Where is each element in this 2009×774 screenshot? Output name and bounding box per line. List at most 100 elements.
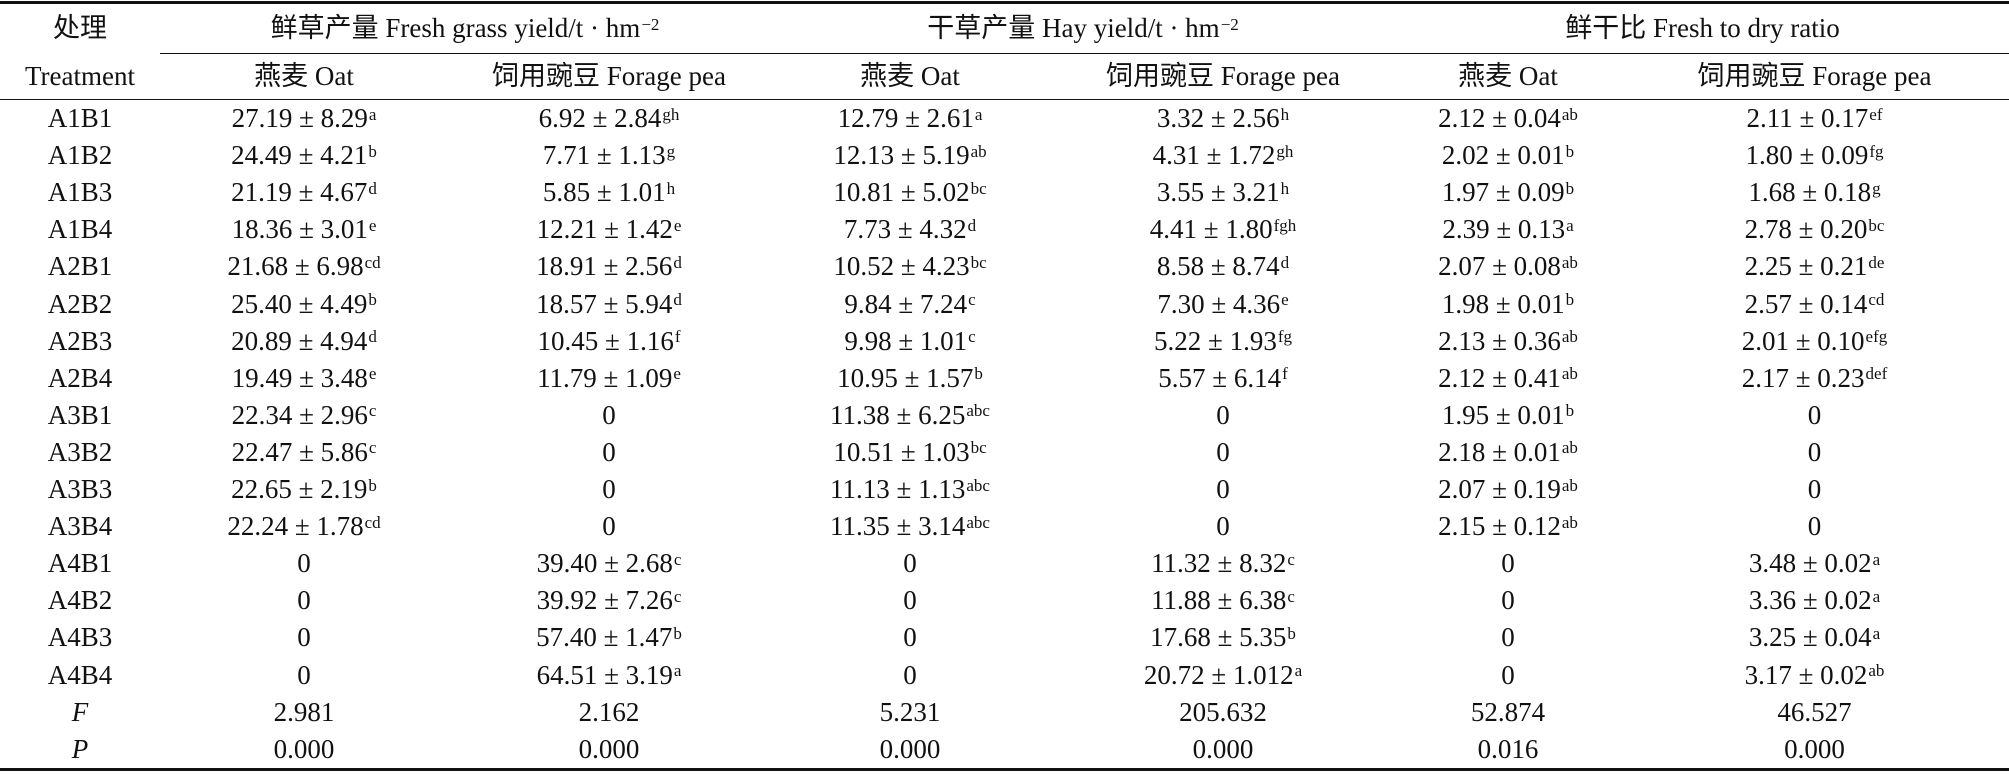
data-cell: 10.52 ± 4.23 bc [833,251,987,282]
row-label-text: A4B4 [47,659,113,690]
cell-text: 8.58 ± 8.74 [1156,251,1280,282]
header-rule [0,99,2009,100]
row-label: A3B3 [0,471,160,508]
data-cell: 2.78 ± 0.20 bc [1744,214,1885,245]
cell-text: 20.72 ± 1.012 [1143,659,1294,690]
row-label: A4B3 [0,619,160,656]
data-cell: 11.79 ± 1.09 e [537,362,681,393]
cell-text: 10.45 ± 1.16 [537,325,674,356]
data-cell: 0 [160,657,448,694]
row-label-text: A1B3 [47,177,113,208]
data-cell: 22.65 ± 2.19 b [231,474,377,505]
header-text: 燕麦 Oat [860,61,960,91]
data-cell: 0 [770,545,1050,582]
row-label: A3B4 [0,508,160,545]
group-text: 干草产量 Hay yield/t · hm [927,13,1220,43]
cell-text: 11.32 ± 8.32 [1151,548,1287,579]
row-label-text: A3B3 [47,474,113,505]
data-cell: 0.000 [160,731,448,768]
cell-text: 3.36 ± 0.02 [1748,585,1872,616]
cell-text: 11.79 ± 1.09 [537,362,673,393]
data-cell: 10.95 ± 1.57 b [837,362,983,393]
cell-text: 19.49 ± 3.48 [231,362,368,393]
cell-text: 0 [1216,399,1230,430]
row-label: A4B1 [0,545,160,582]
cell-text: 2.07 ± 0.19 [1438,474,1561,505]
cell-text: 2.39 ± 0.13 [1442,214,1566,245]
group-header: 鲜草产量 Fresh grass yield/t · hm −2 [270,13,660,43]
header-text: 饲用豌豆 Forage pea [492,61,726,91]
cell-text: 3.17 ± 0.02 [1744,659,1868,690]
cell-text: 2.01 ± 0.10 [1741,325,1865,356]
data-cell: 21.68 ± 6.98 cd [227,251,381,282]
data-cell: 39.92 ± 7.26 c [536,585,682,616]
data-cell: 9.84 ± 7.24 c [844,288,976,319]
group-header: 鲜干比 Fresh to dry ratio [1396,4,2009,53]
cell-text: 11.35 ± 3.14 [830,511,966,542]
row-label: A2B1 [0,248,160,285]
data-cell: 0 [160,545,448,582]
data-cell: 0 [1396,657,1620,694]
cell-text: 5.57 ± 6.14 [1158,362,1282,393]
data-cell: 7.30 ± 4.36 e [1157,288,1289,319]
data-cell: 8.58 ± 8.74 d [1156,251,1290,282]
cell-text: 1.95 ± 0.01 [1441,399,1565,430]
data-cell: 19.49 ± 3.48 e [231,362,377,393]
cell-text: 0.000 [879,733,941,764]
cell-text: 0 [297,548,311,579]
data-cell: 27.19 ± 8.29 a [231,103,377,134]
header-text: Treatment [25,61,135,91]
row-label: A1B1 [0,100,160,137]
cell-text: 57.40 ± 1.47 [536,622,673,653]
data-cell: 3.32 ± 2.56 h [1156,103,1290,134]
row-label-text: A3B1 [47,399,113,430]
cell-text: 3.32 ± 2.56 [1156,103,1280,134]
cell-text: 0.000 [578,733,640,764]
data-cell: 2.13 ± 0.36 ab [1438,325,1578,356]
cell-text: 2.15 ± 0.12 [1438,511,1561,542]
row-label: A2B2 [0,286,160,323]
row-label-text: F [71,696,89,727]
data-cell: 0 [448,434,770,471]
row-label-text: A1B2 [47,140,113,171]
row-label-text: A3B4 [47,511,113,542]
row-label: A1B4 [0,211,160,248]
cell-text: 4.41 ± 1.80 [1149,214,1273,245]
header-text: 饲用豌豆 Forage pea [1697,61,1932,91]
row-label: A4B4 [0,657,160,694]
cell-text: 10.81 ± 5.02 [833,177,970,208]
cell-text: 0.000 [273,733,335,764]
cell-text: 2.07 ± 0.08 [1438,251,1561,282]
treatment-header: 处理 [0,4,160,53]
data-cell: 3.55 ± 3.21 h [1156,177,1290,208]
row-label: A1B2 [0,137,160,174]
sub-header: 燕麦 Oat [770,54,1050,99]
cell-text: 2.02 ± 0.01 [1441,140,1565,171]
data-cell: 2.981 [160,694,448,731]
cell-text: 64.51 ± 3.19 [536,659,673,690]
cell-text: 52.874 [1470,696,1546,727]
sub-header: 饲用豌豆 Forage pea [1050,54,1396,99]
cell-text: 11.38 ± 6.25 [830,399,966,430]
cell-text: 18.57 ± 5.94 [536,288,673,319]
cell-text: 2.981 [273,696,335,727]
data-cell: 11.13 ± 1.13 abc [830,474,990,505]
data-cell: 17.68 ± 5.35 b [1150,622,1296,653]
data-cell: 2.12 ± 0.41 ab [1438,362,1578,393]
data-cell: 9.98 ± 1.01 c [844,325,976,356]
row-label-text: A4B1 [47,548,113,579]
cell-text: 0 [1216,436,1230,467]
data-cell: 11.32 ± 8.32 c [1151,548,1295,579]
data-cell: 5.57 ± 6.14 f [1158,362,1288,393]
cell-text: 7.71 ± 1.13 [542,140,666,171]
cell-text: 2.78 ± 0.20 [1744,214,1868,245]
cell-text: 11.13 ± 1.13 [830,474,966,505]
cell-text: 18.36 ± 3.01 [231,214,368,245]
cell-text: 2.162 [578,696,640,727]
cell-text: 12.21 ± 1.42 [536,214,673,245]
data-cell: 7.73 ± 4.32 d [843,214,977,245]
row-label: F [0,694,160,731]
row-label: A3B1 [0,397,160,434]
cell-text: 27.19 ± 8.29 [231,103,368,134]
